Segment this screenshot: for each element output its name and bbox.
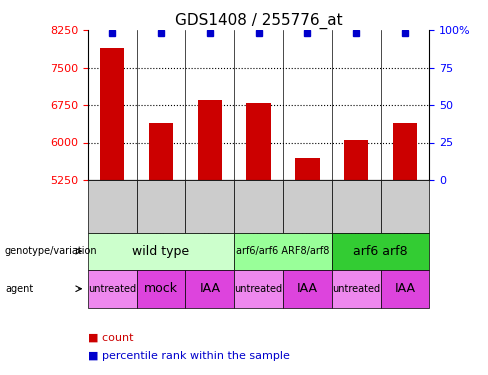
Text: agent: agent <box>5 284 33 294</box>
Bar <box>198 100 222 180</box>
Text: IAA: IAA <box>297 282 318 295</box>
Text: IAA: IAA <box>199 282 221 295</box>
Bar <box>100 48 124 180</box>
Text: untreated: untreated <box>332 284 380 294</box>
Bar <box>393 123 417 180</box>
Text: wild type: wild type <box>132 245 190 258</box>
Text: arf6/arf6 ARF8/arf8: arf6/arf6 ARF8/arf8 <box>236 246 330 256</box>
Text: mock: mock <box>144 282 178 295</box>
Text: untreated: untreated <box>235 284 283 294</box>
Title: GDS1408 / 255776_at: GDS1408 / 255776_at <box>175 12 343 28</box>
Text: ■ percentile rank within the sample: ■ percentile rank within the sample <box>88 351 290 361</box>
Bar <box>149 123 173 180</box>
Text: untreated: untreated <box>88 284 136 294</box>
Text: arf6 arf8: arf6 arf8 <box>353 245 408 258</box>
Bar <box>295 158 320 180</box>
Text: ■ count: ■ count <box>88 333 133 342</box>
Text: genotype/variation: genotype/variation <box>5 246 98 256</box>
Bar <box>344 140 368 180</box>
Bar <box>246 102 271 180</box>
Text: IAA: IAA <box>394 282 416 295</box>
